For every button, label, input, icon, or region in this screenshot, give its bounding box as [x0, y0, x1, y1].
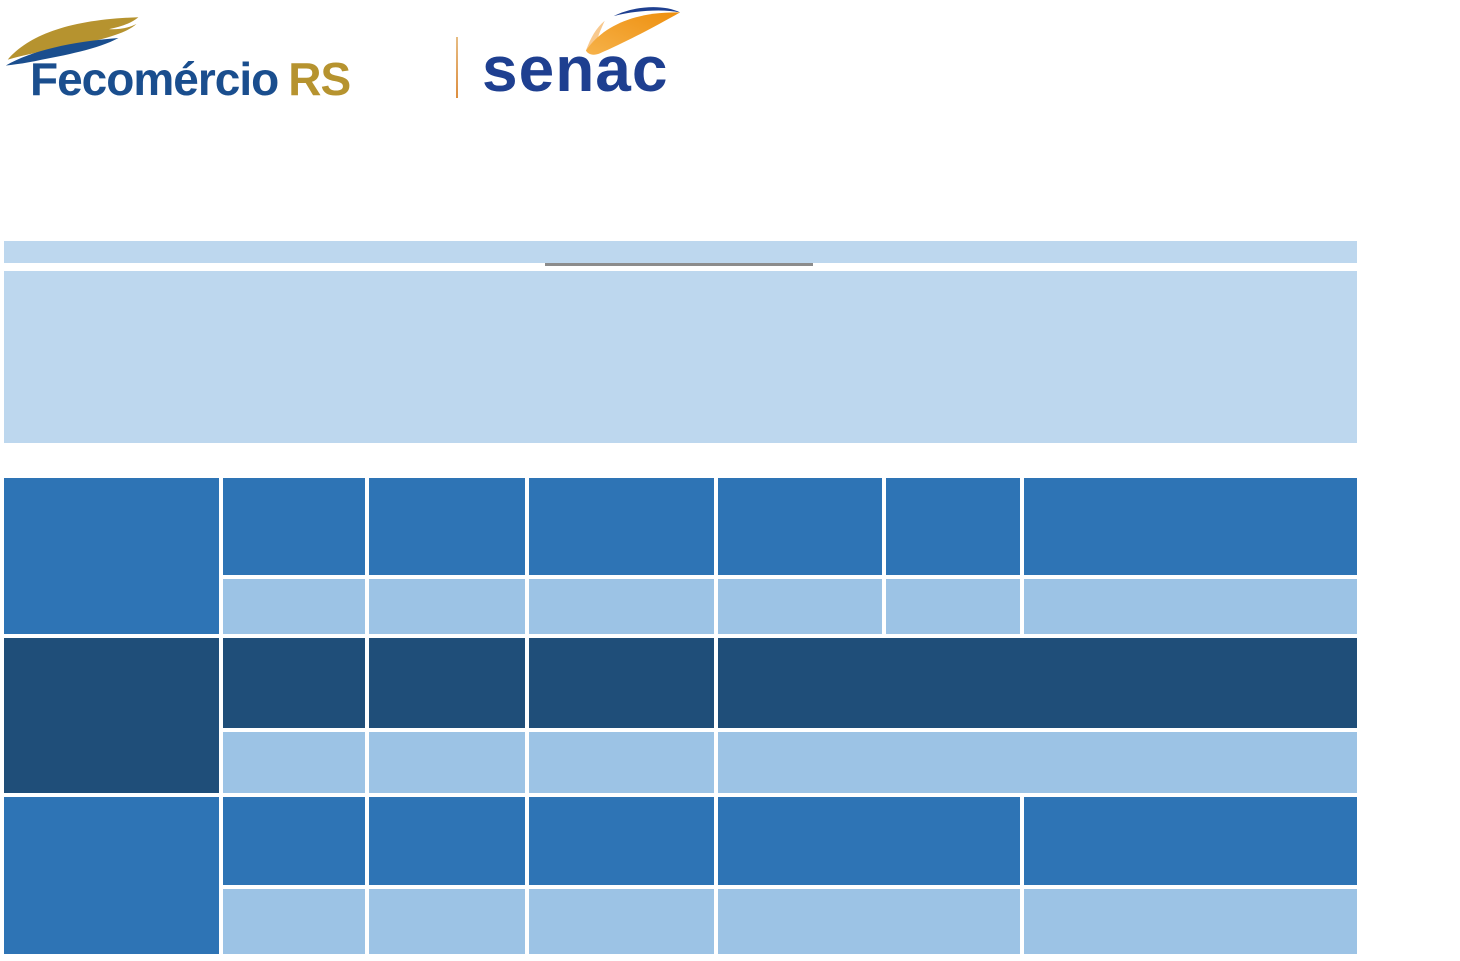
- table-cell: [718, 638, 1357, 728]
- table-cell: [1024, 478, 1357, 575]
- table-cell: [223, 478, 365, 575]
- table-cell: [369, 638, 525, 728]
- table-cell: [369, 478, 525, 575]
- logo-divider: [456, 37, 458, 98]
- table-cell: [223, 797, 365, 885]
- table-cell: [1024, 579, 1357, 634]
- table-cell: [369, 797, 525, 885]
- senac-swoosh-icon: [585, 7, 681, 55]
- fecomercio-swoosh-icon: [5, 17, 139, 66]
- table-cell: [1024, 797, 1357, 885]
- table-cell: [223, 638, 365, 728]
- table-cell: [369, 732, 525, 793]
- table-cell: [4, 638, 219, 793]
- title-underline: [545, 263, 813, 266]
- table-cell: [529, 889, 714, 954]
- table-cell: [886, 478, 1020, 575]
- table-cell: [529, 638, 714, 728]
- table-cell: [529, 478, 714, 575]
- table-cell: [718, 797, 1020, 885]
- table-cell: [223, 889, 365, 954]
- table-cell: [886, 579, 1020, 634]
- info-panel: [4, 271, 1357, 443]
- senac-wordmark: senac: [482, 33, 669, 105]
- table-cell: [718, 889, 1020, 954]
- fecomercio-name: Fecomércio: [30, 53, 279, 105]
- table-cell: [223, 579, 365, 634]
- table-cell: [369, 889, 525, 954]
- document-table: [4, 478, 1357, 954]
- table-cell: [4, 478, 219, 634]
- table-cell: [718, 579, 882, 634]
- table-cell: [529, 579, 714, 634]
- title-bar: [4, 241, 1357, 266]
- fecomercio-wordmark: Fecomércio RS: [30, 53, 351, 105]
- table-cell: [223, 732, 365, 793]
- table-cell: [1024, 889, 1357, 954]
- table-cell: [718, 478, 882, 575]
- table-cell: [4, 797, 219, 954]
- letterhead: Fecomércio RS senac: [0, 0, 760, 120]
- table-cell: [529, 732, 714, 793]
- table-cell: [718, 732, 1357, 793]
- table-cell: [529, 797, 714, 885]
- fecomercio-region: RS: [288, 53, 351, 105]
- table-cell: [369, 579, 525, 634]
